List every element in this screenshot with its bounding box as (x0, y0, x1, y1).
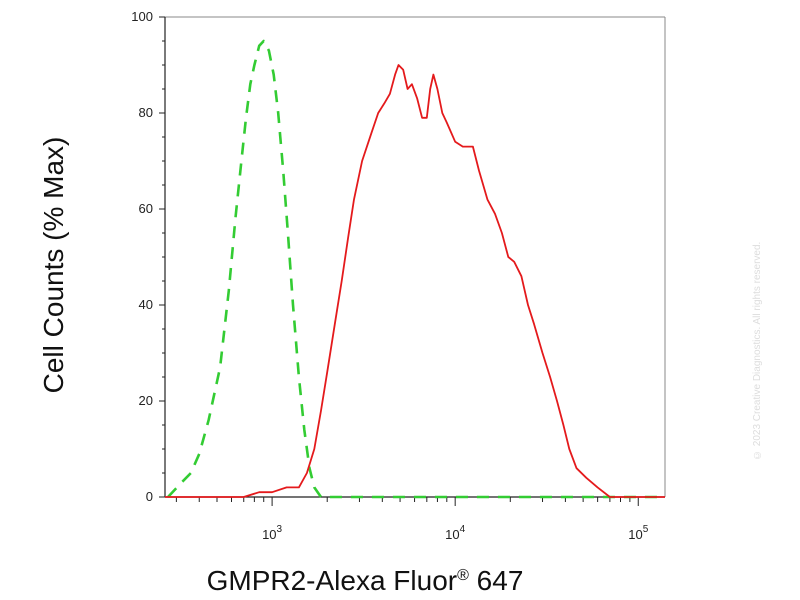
x-axis-title-registered-mark: ® (457, 567, 469, 584)
y-axis-ticks: 0 20 40 60 80 100 (131, 9, 165, 504)
y-tick-label: 0 (146, 489, 153, 504)
y-tick-label: 60 (139, 201, 153, 216)
y-axis-title: Cell Counts (% Max) (38, 137, 69, 394)
x-axis-ticks: 103 104 105 (175, 497, 649, 542)
x-axis-title-main: GMPR2-Alexa Fluor (207, 565, 458, 596)
y-tick-label: 40 (139, 297, 153, 312)
y-tick-label: 100 (131, 9, 153, 24)
y-tick-label: 80 (139, 105, 153, 120)
x-tick-label: 105 (628, 524, 648, 542)
series-line-solid-red (165, 64, 665, 498)
series-line-dashed-green (167, 39, 665, 499)
series-layer (165, 39, 665, 499)
x-axis-title-tail: 647 (469, 565, 524, 596)
copyright-watermark: © 2023 Creative Diagnostics. All rights … (752, 241, 763, 460)
x-tick-label: 104 (445, 524, 465, 542)
y-tick-label: 20 (139, 393, 153, 408)
x-tick-label: 103 (262, 524, 282, 542)
x-axis-title: GMPR2-Alexa Fluor® 647 (207, 565, 524, 596)
plot-frame (164, 16, 666, 498)
